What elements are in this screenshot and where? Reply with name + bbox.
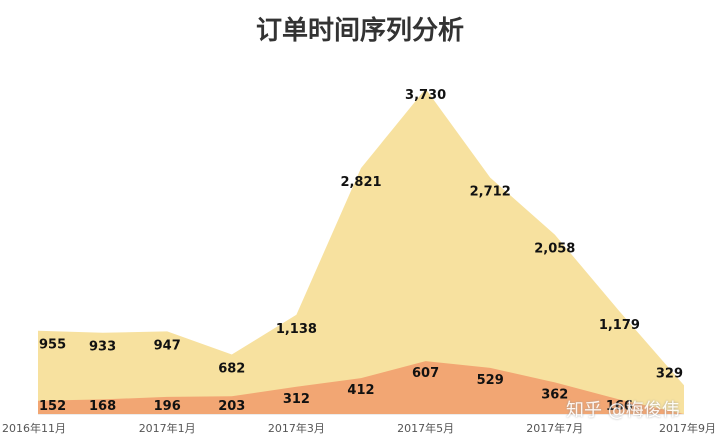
data-label-upper: 1,179 bbox=[599, 318, 640, 333]
data-label-upper: 933 bbox=[89, 340, 116, 355]
data-label-lower: 203 bbox=[218, 399, 245, 414]
data-label-upper: 682 bbox=[218, 362, 245, 377]
data-label-upper: 1,138 bbox=[276, 322, 317, 337]
area-layer bbox=[38, 88, 684, 415]
data-label-upper: 329 bbox=[656, 366, 683, 381]
x-tick-label: 2016年11月 bbox=[2, 421, 66, 435]
x-tick-label: 2017年9月 bbox=[659, 421, 716, 435]
chart-title: 订单时间序列分析 bbox=[255, 16, 464, 46]
x-tick-label: 2017年5月 bbox=[397, 421, 454, 435]
data-label-upper: 2,058 bbox=[534, 242, 575, 257]
data-label-lower: 412 bbox=[347, 383, 374, 398]
data-label-lower: 607 bbox=[412, 366, 439, 381]
series-area-lower bbox=[38, 361, 684, 414]
data-label-lower: 312 bbox=[283, 392, 310, 407]
x-tick-label: 2017年7月 bbox=[526, 421, 583, 435]
data-label-upper: 955 bbox=[39, 338, 66, 353]
data-label-lower: 196 bbox=[154, 399, 181, 414]
x-tick-label: 2017年1月 bbox=[139, 421, 196, 435]
data-label-upper: 2,821 bbox=[340, 175, 381, 190]
data-label-upper: 947 bbox=[154, 338, 181, 353]
data-label-upper: 3,730 bbox=[405, 88, 446, 103]
x-tick-label: 2017年3月 bbox=[268, 421, 325, 435]
data-label-lower: 152 bbox=[39, 399, 66, 414]
data-label-upper: 2,712 bbox=[470, 185, 511, 200]
data-label-layer: 955 152 933 168 947 196 682 203 1,138 312 2,821 412… bbox=[39, 88, 683, 414]
watermark: 知乎 @梅俊伟 bbox=[566, 400, 680, 421]
data-label-lower: 168 bbox=[89, 399, 116, 414]
data-label-lower: 362 bbox=[541, 387, 568, 402]
data-label-lower: 529 bbox=[477, 373, 504, 388]
data-label-lower: 166 bbox=[606, 399, 633, 414]
series-area-upper bbox=[38, 88, 684, 415]
x-tick-layer: 2016年11月 2017年1月 2017年3月 2017年5月 2017年7月 2017… bbox=[2, 421, 716, 435]
